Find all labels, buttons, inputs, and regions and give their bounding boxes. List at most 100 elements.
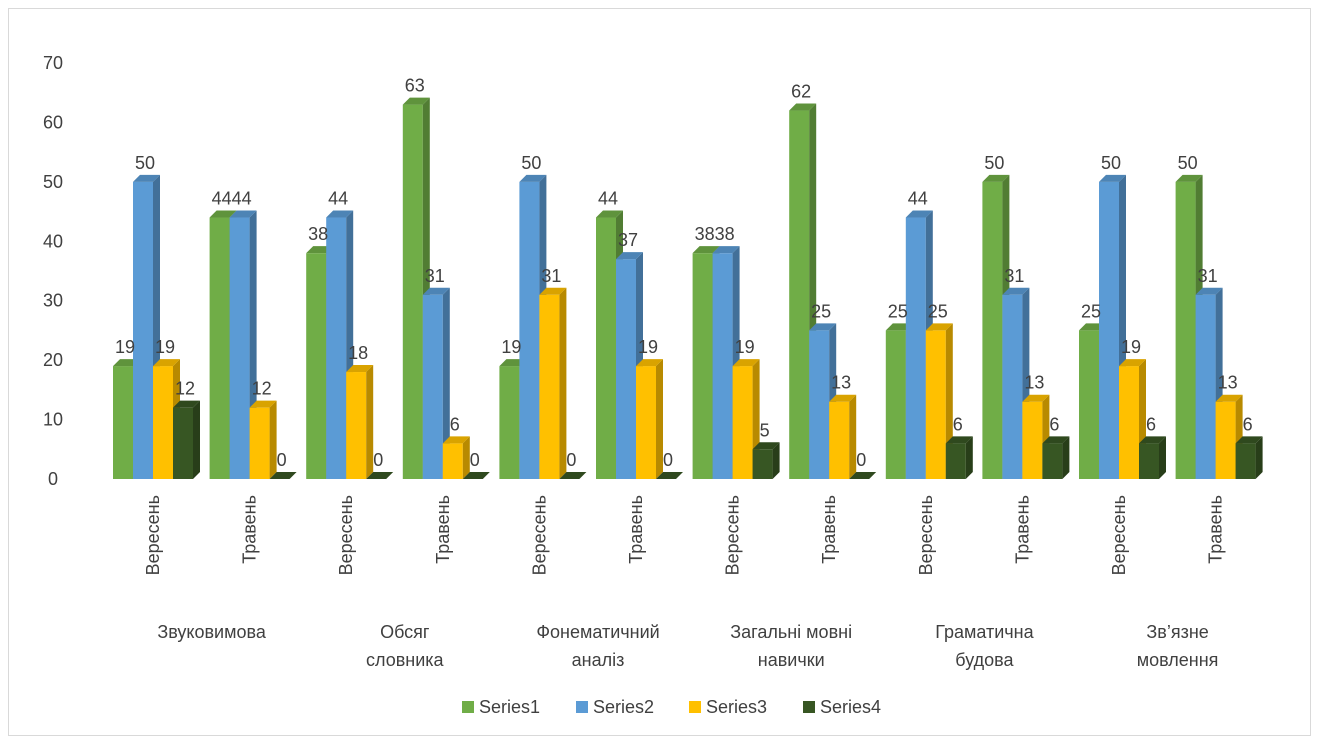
bar-side (656, 359, 663, 479)
bar-front (113, 366, 133, 479)
data-label: 44 (328, 189, 348, 209)
bar-top (346, 365, 374, 373)
bar-top (229, 210, 257, 218)
bar-front (402, 104, 423, 479)
data-label: 44 (598, 189, 618, 209)
data-label: 0 (470, 450, 480, 470)
data-label: 19 (638, 337, 658, 357)
bar-top (366, 472, 394, 479)
bar-series2-3 (422, 287, 450, 479)
x-tick-label: Травень (1012, 495, 1032, 564)
bar-front (1022, 401, 1043, 479)
data-label: 13 (1218, 373, 1238, 393)
data-label: 37 (618, 230, 638, 250)
bar-side (193, 400, 200, 479)
x-tick-label: Вересень (916, 495, 936, 575)
data-label: 6 (1049, 414, 1059, 434)
legend-item-series4: Series4 (803, 697, 881, 717)
bar-top (209, 210, 237, 218)
legend-swatch (689, 701, 701, 713)
data-label: 0 (277, 450, 287, 470)
bar-front (133, 181, 153, 479)
bar-side (462, 436, 470, 479)
data-label: 18 (348, 343, 368, 363)
bar-front (1195, 294, 1216, 479)
bar-top (789, 103, 817, 111)
bar-top (1099, 174, 1126, 182)
bar-front (789, 110, 810, 480)
data-label: 6 (1146, 414, 1156, 434)
data-label: 0 (373, 450, 383, 470)
bar-series3-2 (346, 365, 374, 479)
bar-front (326, 217, 347, 479)
bar-front (539, 294, 560, 479)
data-label: 19 (1121, 337, 1141, 357)
legend-item-series1: Series1 (462, 697, 540, 717)
bar-series4-0 (173, 400, 200, 479)
data-label: 44 (212, 189, 232, 209)
x-axis: Вересень Травень Вересень Травень Вересень Тр… (143, 495, 1226, 670)
bar-top (249, 400, 277, 408)
bar-front (519, 181, 540, 479)
bar-top (1235, 436, 1263, 444)
bar-front (636, 366, 656, 479)
bar-front (809, 330, 830, 479)
data-label: 0 (663, 450, 673, 470)
bar-front (732, 366, 753, 479)
bar-series2-9 (1002, 287, 1030, 479)
data-label: 19 (155, 337, 175, 357)
data-label: 12 (175, 379, 195, 399)
bar-series4-1 (269, 472, 297, 479)
bar-top (752, 442, 780, 450)
group-label: Загальні мовні навички (730, 622, 852, 670)
legend-label: Series2 (593, 697, 654, 717)
bar-front (1175, 181, 1196, 479)
bar-top (692, 246, 720, 254)
bar-top (1139, 436, 1166, 444)
bar-front (1079, 330, 1099, 479)
bar-side (366, 365, 374, 479)
bar-side (269, 400, 277, 479)
data-label: 31 (541, 266, 561, 286)
data-label: 44 (232, 189, 252, 209)
bar-series3-5 (636, 359, 663, 479)
data-label: 13 (1024, 373, 1044, 393)
data-label: 0 (856, 450, 866, 470)
bar-front (442, 443, 463, 479)
group-label: Зв’язне мовлення (1137, 622, 1219, 670)
chart-frame: 0 10 20 30 40 50 60 70 19 50 19 12 44 44 12 0 38 44 18 0 63… (8, 8, 1311, 736)
data-label: 50 (984, 153, 1004, 173)
data-label: 25 (928, 301, 948, 321)
bar-top (1022, 394, 1050, 402)
bar-top (1215, 394, 1243, 402)
bar-top (829, 394, 857, 402)
legend-swatch (803, 701, 815, 713)
bar-front (229, 217, 250, 479)
y-tick-label: 20 (43, 350, 63, 370)
bar-top (945, 436, 973, 444)
bar-side (772, 442, 780, 479)
bar-front (829, 401, 850, 479)
bar-side (1159, 436, 1166, 479)
bar-top (636, 359, 663, 367)
bar-side (965, 436, 973, 479)
bar-series3-7 (829, 394, 857, 479)
legend: Series1 Series2 Series3 Series4 (462, 697, 881, 717)
data-label: 12 (252, 379, 272, 399)
data-label: 6 (1243, 414, 1253, 434)
bar-series4-2 (366, 472, 394, 479)
bar-front (692, 253, 713, 479)
legend-label: Series3 (706, 697, 767, 717)
data-label: 5 (760, 420, 770, 440)
data-label: 38 (695, 224, 715, 244)
group-label: Обсяг словника (366, 622, 445, 670)
bar-top (153, 359, 180, 367)
bar-front (1002, 294, 1023, 479)
bar-top (905, 210, 933, 218)
y-tick-label: 30 (43, 291, 63, 311)
bar-series4-3 (462, 472, 490, 479)
y-tick-label: 0 (48, 469, 58, 489)
bar-top (133, 174, 160, 182)
x-tick-label: Вересень (143, 495, 163, 575)
